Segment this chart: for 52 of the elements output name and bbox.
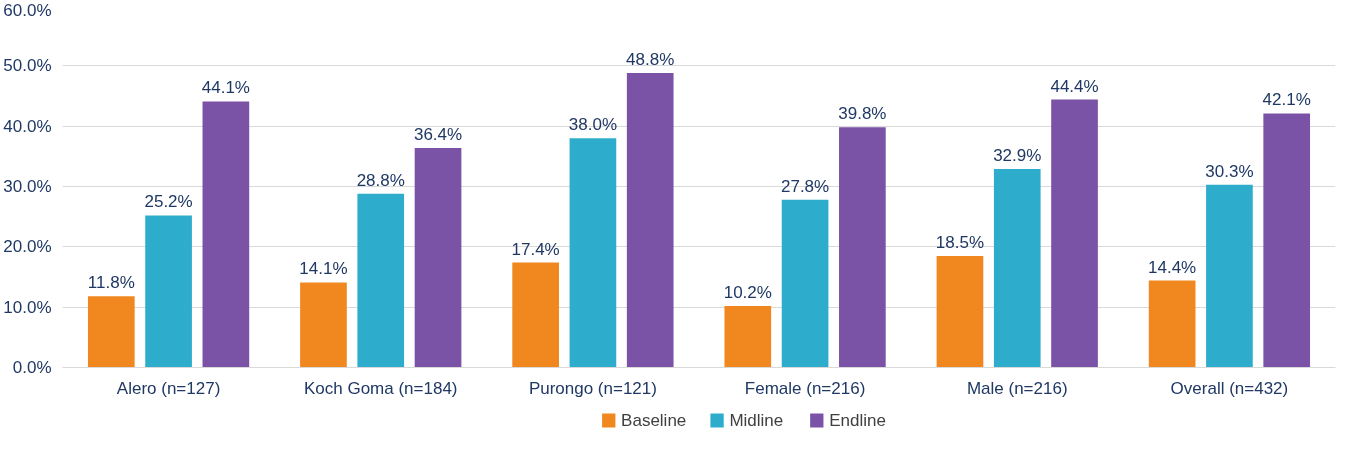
data-label: 10.2% xyxy=(723,282,772,302)
x-tick-label: Purongo (n=121) xyxy=(528,378,657,398)
bar xyxy=(202,101,250,368)
x-tick-label: Alero (n=127) xyxy=(116,378,221,398)
bar xyxy=(87,296,135,368)
data-label: 30.3% xyxy=(1205,161,1254,181)
bar xyxy=(724,305,772,368)
y-tick-label: 0.0% xyxy=(12,358,52,377)
y-tick-label: 60.0% xyxy=(3,0,52,20)
bar xyxy=(993,169,1041,368)
bar xyxy=(1263,113,1311,368)
x-tick-label: Koch Goma (n=184) xyxy=(303,378,458,398)
data-label: 18.5% xyxy=(935,232,985,252)
x-tick-label: Overall (n=432) xyxy=(1170,378,1289,398)
data-label: 32.9% xyxy=(993,146,1042,165)
data-label: 39.8% xyxy=(838,104,887,124)
bar xyxy=(414,147,462,368)
data-label: 42.1% xyxy=(1262,90,1311,110)
bar xyxy=(145,215,192,368)
bar xyxy=(1206,184,1253,368)
data-label: 36.4% xyxy=(413,124,463,144)
y-tick-label: 20.0% xyxy=(3,237,52,257)
y-tick-label: 40.0% xyxy=(3,116,52,136)
data-label: 44.1% xyxy=(201,78,250,98)
bar xyxy=(300,282,347,368)
bar xyxy=(1148,280,1196,368)
bar xyxy=(839,127,886,368)
data-label: 44.4% xyxy=(1050,76,1099,96)
data-label: 25.2% xyxy=(144,192,193,212)
data-label: 38.0% xyxy=(568,115,618,135)
data-label: 14.4% xyxy=(1148,257,1197,277)
bar xyxy=(569,138,617,368)
legend-label: Baseline xyxy=(621,411,687,430)
legend-label: Midline xyxy=(729,411,784,430)
data-label: 14.1% xyxy=(299,259,348,279)
data-label: 27.8% xyxy=(780,176,830,196)
bar xyxy=(357,193,405,368)
x-tick-label: Male (n=216) xyxy=(966,378,1068,398)
bar xyxy=(626,73,674,368)
legend-label: Endline xyxy=(829,411,886,430)
data-label: 28.8% xyxy=(356,170,405,190)
y-tick-label: 10.0% xyxy=(3,297,52,317)
y-tick-label: 30.0% xyxy=(3,177,52,196)
bar xyxy=(936,255,984,368)
bar xyxy=(1051,99,1098,368)
bar xyxy=(781,199,829,368)
data-label: 17.4% xyxy=(511,239,560,259)
y-tick-label: 50.0% xyxy=(3,56,52,76)
bar xyxy=(512,262,559,368)
data-label: 48.8% xyxy=(626,50,675,70)
x-tick-label: Female (n=216) xyxy=(744,378,866,398)
data-label: 11.8% xyxy=(87,273,135,293)
